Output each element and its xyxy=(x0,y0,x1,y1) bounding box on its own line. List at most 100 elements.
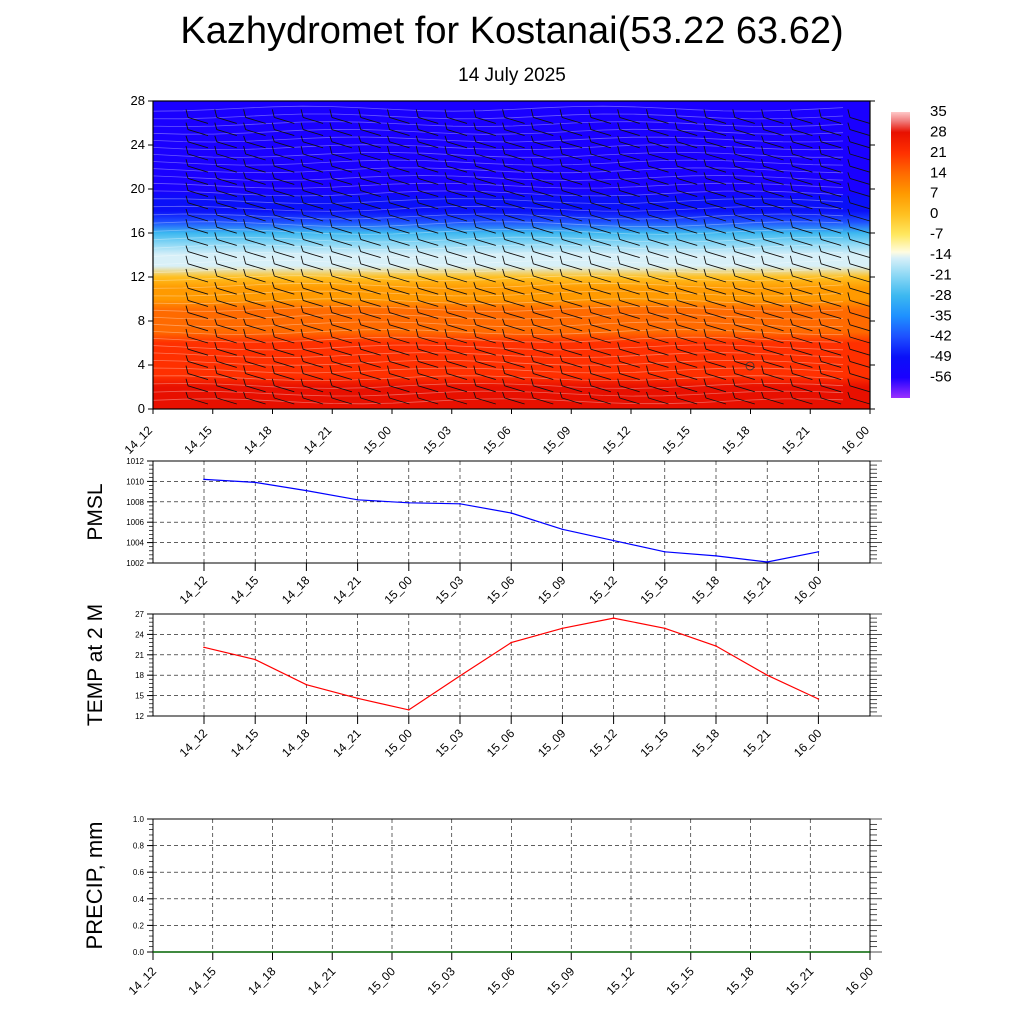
wind-barb xyxy=(789,365,813,381)
wind-barb xyxy=(185,195,209,210)
wind-barb xyxy=(300,328,324,344)
heatmap-x-tick-label: 14_21 xyxy=(301,423,335,457)
wind-barb xyxy=(789,135,813,149)
wind-barb xyxy=(588,355,612,368)
wind-barb xyxy=(185,342,209,356)
wind-barb xyxy=(646,109,669,124)
wind-barb xyxy=(473,219,496,234)
wind-barb xyxy=(214,355,237,368)
x-tick-label: 16_00 xyxy=(843,964,877,998)
wind-barb xyxy=(588,109,612,124)
wind-barb xyxy=(789,195,813,210)
wind-barb xyxy=(703,182,727,198)
wind-barb xyxy=(847,195,871,210)
wind-barb xyxy=(243,355,266,368)
wind-barb xyxy=(559,305,583,320)
x-tick-label: 15_09 xyxy=(544,964,578,998)
wind-barb xyxy=(358,232,381,246)
wind-barb xyxy=(530,232,554,246)
wind-barb xyxy=(473,255,496,271)
data-point xyxy=(254,658,256,661)
colorbar-label: -42 xyxy=(930,328,952,345)
wind-barb xyxy=(329,208,353,222)
wind-barb xyxy=(674,122,698,137)
wind-barb xyxy=(789,219,813,234)
wind-barb xyxy=(617,328,640,344)
y-tick-label: 24 xyxy=(135,630,144,639)
data-point xyxy=(817,698,820,700)
wind-barb xyxy=(674,365,698,381)
wind-barb xyxy=(415,219,439,234)
heatmap-y-tick-label: 24 xyxy=(131,137,145,152)
x-tick-label: 15_00 xyxy=(381,726,415,760)
wind-barbs xyxy=(185,109,871,405)
wind-barb xyxy=(530,282,554,295)
wind-barb xyxy=(415,135,439,149)
wind-barb xyxy=(674,292,698,307)
wind-barb xyxy=(818,135,842,149)
wind-barb xyxy=(502,122,525,137)
wind-barb xyxy=(271,268,295,283)
heatmap-x-tick-label: 15_15 xyxy=(659,423,693,457)
wind-barb xyxy=(271,328,295,344)
isotherm-line xyxy=(152,313,844,320)
wind-barb xyxy=(358,182,381,198)
heatmap-y-tick-label: 0 xyxy=(138,401,145,416)
wind-barb xyxy=(818,208,842,222)
wind-barb xyxy=(300,342,324,356)
wind-barb xyxy=(329,232,353,246)
data-point xyxy=(715,555,717,557)
wind-barb xyxy=(243,208,266,222)
isotherm-line xyxy=(152,329,844,335)
wind-barb xyxy=(646,219,669,234)
wind-barb xyxy=(300,378,324,393)
wind-barb xyxy=(646,318,669,332)
wind-barb xyxy=(271,282,295,295)
wind-barb xyxy=(358,208,381,222)
colorbar-label: 7 xyxy=(930,185,938,202)
wind-barb xyxy=(502,328,525,344)
wind-barb xyxy=(473,245,496,259)
wind-barb xyxy=(732,109,755,124)
wind-barb xyxy=(703,159,727,173)
wind-barb xyxy=(300,208,324,222)
y-axis-label: TEMP at 2 M xyxy=(84,604,107,726)
wind-barb xyxy=(300,255,324,271)
wind-barb xyxy=(300,219,324,234)
wind-barb xyxy=(732,282,755,295)
wind-barb xyxy=(358,145,381,161)
wind-barb xyxy=(214,318,237,332)
wind-barb xyxy=(617,305,640,320)
wind-barb xyxy=(329,391,353,405)
x-tick-label: 15_06 xyxy=(484,573,518,607)
wind-barb xyxy=(732,219,755,234)
wind-barb xyxy=(732,355,755,368)
wind-barb xyxy=(674,305,698,320)
wind-barb xyxy=(559,318,583,332)
wind-barb xyxy=(387,159,410,173)
wind-barb xyxy=(847,219,871,234)
wind-barb xyxy=(617,195,640,210)
wind-barb xyxy=(617,208,640,222)
wind-barb xyxy=(559,342,583,356)
wind-barb xyxy=(387,219,410,234)
wind-barb xyxy=(415,391,439,405)
wind-barb xyxy=(789,122,813,137)
wind-barb xyxy=(271,342,295,356)
wind-barb xyxy=(761,305,784,320)
wind-barb xyxy=(559,391,583,405)
wind-barb xyxy=(243,342,266,356)
wind-barb xyxy=(703,219,727,234)
wind-barb xyxy=(559,378,583,393)
wind-barb xyxy=(703,255,727,271)
wind-barb xyxy=(271,145,295,161)
data-point xyxy=(356,498,359,501)
wind-barb xyxy=(818,328,842,344)
wind-barb xyxy=(444,365,468,381)
wind-barb xyxy=(761,219,784,234)
wind-barb xyxy=(732,245,755,259)
wind-barb xyxy=(329,355,353,368)
wind-barb xyxy=(358,378,381,393)
wind-barb xyxy=(358,159,381,173)
wind-barb xyxy=(732,378,755,393)
